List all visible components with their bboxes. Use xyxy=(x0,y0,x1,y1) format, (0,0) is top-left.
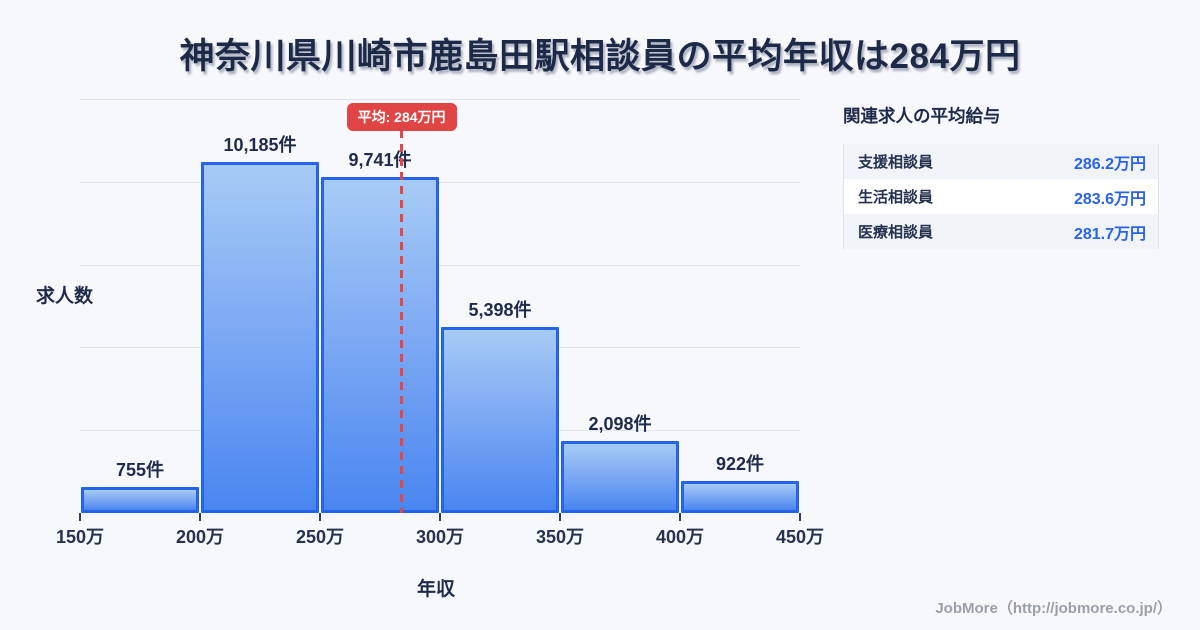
histogram-bar xyxy=(81,486,199,513)
x-axis-tick xyxy=(319,513,321,521)
x-axis-tick xyxy=(439,513,441,521)
x-axis-tick-label: 450万 xyxy=(775,527,825,547)
job-salary: 286.2万円 xyxy=(1073,155,1146,173)
x-axis-tick xyxy=(679,513,681,521)
histogram-bar xyxy=(681,481,799,513)
bar-value-label: 755件 xyxy=(115,459,165,480)
histogram-bar xyxy=(441,326,559,513)
gridline xyxy=(80,181,800,183)
bar-value-label: 2,098件 xyxy=(588,413,652,434)
x-axis-tick-label: 350万 xyxy=(535,527,585,547)
gridline xyxy=(80,264,800,266)
list-item: 支援相談員 286.2万円 xyxy=(844,144,1158,179)
x-axis-tick xyxy=(79,513,81,521)
related-jobs-list: 支援相談員 286.2万円 生活相談員 283.6万円 医療相談員 281.7万… xyxy=(843,144,1159,249)
x-axis-tick-label: 250万 xyxy=(295,527,345,547)
x-axis-tick xyxy=(559,513,561,521)
x-axis-tick-label: 300万 xyxy=(415,527,465,547)
list-item: 生活相談員 283.6万円 xyxy=(844,179,1158,214)
x-axis-tick-label: 200万 xyxy=(175,527,225,547)
related-jobs-heading: 関連求人の平均給与 xyxy=(843,106,1001,126)
source-credit: JobMore（http://jobmore.co.jp/） xyxy=(935,600,1172,617)
histogram-bar xyxy=(321,176,439,513)
x-axis-title: 年収 xyxy=(416,579,455,600)
bar-value-label: 10,185件 xyxy=(223,134,297,155)
job-salary: 283.6万円 xyxy=(1073,190,1146,208)
gridline xyxy=(80,99,800,100)
x-axis-tick xyxy=(799,513,801,521)
x-axis-tick xyxy=(199,513,201,521)
histogram-bar xyxy=(561,440,679,513)
bar-value-label: 9,741件 xyxy=(348,149,412,170)
average-line xyxy=(400,130,404,513)
list-item: 医療相談員 281.7万円 xyxy=(844,214,1158,249)
histogram-bar xyxy=(201,161,319,513)
plot-area: 755件 10,185件 9,741件 5,398件 2,098件 922件 150万 200… xyxy=(56,99,824,547)
job-label: 支援相談員 xyxy=(858,154,934,171)
job-label: 医療相談員 xyxy=(858,224,934,241)
x-axis-tick-label: 400万 xyxy=(655,527,705,547)
gridline xyxy=(80,430,800,432)
average-badge: 平均: 284万円 xyxy=(346,103,457,131)
page-title: 神奈川県川崎市鹿島田駅相談員の平均年収は284万円 xyxy=(179,37,1021,76)
job-salary: 281.7万円 xyxy=(1073,225,1146,243)
gridline xyxy=(80,347,800,349)
x-axis-tick-label: 150万 xyxy=(55,527,105,547)
bar-value-label: 5,398件 xyxy=(468,299,532,320)
job-label: 生活相談員 xyxy=(858,189,934,206)
y-axis-title: 求人数 xyxy=(36,286,94,307)
bar-value-label: 922件 xyxy=(715,454,765,475)
